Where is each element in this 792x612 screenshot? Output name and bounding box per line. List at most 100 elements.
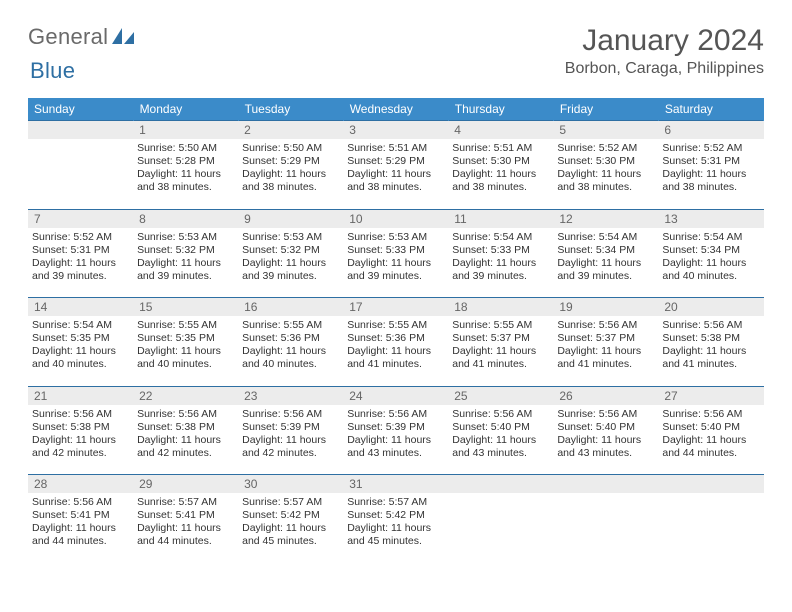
day-body-cell: Sunrise: 5:55 AMSunset: 5:35 PMDaylight:… [133,316,238,386]
day-number: 3 [343,121,448,139]
day-number-cell: 14 [28,298,133,317]
day-number-cell: 3 [343,121,448,140]
day-number: 1 [133,121,238,139]
day-body: Sunrise: 5:56 AMSunset: 5:40 PMDaylight:… [553,405,658,465]
day-number: 6 [658,121,763,139]
week-body-row: Sunrise: 5:52 AMSunset: 5:31 PMDaylight:… [28,228,764,298]
day-body: Sunrise: 5:56 AMSunset: 5:40 PMDaylight:… [448,405,553,465]
day-number-cell: 17 [343,298,448,317]
day-body-cell: Sunrise: 5:54 AMSunset: 5:34 PMDaylight:… [658,228,763,298]
day-body-cell: Sunrise: 5:53 AMSunset: 5:32 PMDaylight:… [133,228,238,298]
month-title: January 2024 [565,24,764,58]
day-number-cell: 28 [28,475,133,494]
day-body-cell: Sunrise: 5:52 AMSunset: 5:31 PMDaylight:… [28,228,133,298]
weekday-header: Saturday [658,98,763,121]
week-daynum-row: 14151617181920 [28,298,764,317]
day-body-cell: Sunrise: 5:56 AMSunset: 5:38 PMDaylight:… [28,405,133,475]
day-number: 11 [448,210,553,228]
day-body-cell: Sunrise: 5:56 AMSunset: 5:40 PMDaylight:… [658,405,763,475]
day-number-cell: 5 [553,121,658,140]
day-number: 2 [238,121,343,139]
day-number-cell: 11 [448,209,553,228]
week-daynum-row: 21222324252627 [28,386,764,405]
location: Borbon, Caraga, Philippines [565,60,764,78]
day-number: 21 [28,387,133,405]
day-number-cell: 12 [553,209,658,228]
day-number-cell: 15 [133,298,238,317]
day-number-cell: 23 [238,386,343,405]
day-body: Sunrise: 5:51 AMSunset: 5:29 PMDaylight:… [343,139,448,199]
day-body: Sunrise: 5:57 AMSunset: 5:42 PMDaylight:… [343,493,448,553]
day-body-cell: Sunrise: 5:51 AMSunset: 5:30 PMDaylight:… [448,139,553,209]
day-number-cell: 30 [238,475,343,494]
day-body-cell: Sunrise: 5:57 AMSunset: 5:42 PMDaylight:… [238,493,343,563]
day-number-cell: 24 [343,386,448,405]
day-number: 10 [343,210,448,228]
day-number-cell [553,475,658,494]
logo-text-blue: Blue [30,58,75,83]
day-number: 19 [553,298,658,316]
day-body: Sunrise: 5:56 AMSunset: 5:38 PMDaylight:… [133,405,238,465]
day-body: Sunrise: 5:57 AMSunset: 5:42 PMDaylight:… [238,493,343,553]
day-number: 28 [28,475,133,493]
day-number-cell: 2 [238,121,343,140]
day-number-cell: 4 [448,121,553,140]
day-number-cell: 31 [343,475,448,494]
day-body-cell [658,493,763,563]
day-number: 16 [238,298,343,316]
day-body-cell: Sunrise: 5:55 AMSunset: 5:36 PMDaylight:… [343,316,448,386]
calendar-table: SundayMondayTuesdayWednesdayThursdayFrid… [28,98,764,563]
weekday-header: Tuesday [238,98,343,121]
day-number-cell: 6 [658,121,763,140]
day-number-cell: 7 [28,209,133,228]
day-body-cell [553,493,658,563]
day-body: Sunrise: 5:52 AMSunset: 5:31 PMDaylight:… [658,139,763,199]
day-number: 27 [658,387,763,405]
weekday-header: Sunday [28,98,133,121]
day-number-cell: 27 [658,386,763,405]
day-number: 7 [28,210,133,228]
day-body-cell [28,139,133,209]
day-number-cell: 9 [238,209,343,228]
day-number-cell: 18 [448,298,553,317]
weekday-header: Wednesday [343,98,448,121]
day-body: Sunrise: 5:55 AMSunset: 5:36 PMDaylight:… [238,316,343,376]
day-number-cell: 21 [28,386,133,405]
day-number-cell: 26 [553,386,658,405]
day-number: 17 [343,298,448,316]
day-number-cell [658,475,763,494]
day-number: 30 [238,475,343,493]
day-body-cell: Sunrise: 5:52 AMSunset: 5:30 PMDaylight:… [553,139,658,209]
day-number: 24 [343,387,448,405]
day-number: 26 [553,387,658,405]
week-daynum-row: 123456 [28,121,764,140]
day-number: 12 [553,210,658,228]
day-number-cell: 20 [658,298,763,317]
day-number-cell: 22 [133,386,238,405]
weekday-header: Thursday [448,98,553,121]
weekday-header: Monday [133,98,238,121]
day-number: 14 [28,298,133,316]
day-body-cell: Sunrise: 5:56 AMSunset: 5:38 PMDaylight:… [133,405,238,475]
day-body: Sunrise: 5:55 AMSunset: 5:37 PMDaylight:… [448,316,553,376]
sail-icon [110,26,136,48]
day-body-cell: Sunrise: 5:56 AMSunset: 5:40 PMDaylight:… [448,405,553,475]
logo: General [28,24,138,50]
day-number-cell: 10 [343,209,448,228]
day-number-cell [448,475,553,494]
day-body-cell: Sunrise: 5:55 AMSunset: 5:37 PMDaylight:… [448,316,553,386]
day-number-cell: 8 [133,209,238,228]
day-body-cell: Sunrise: 5:54 AMSunset: 5:35 PMDaylight:… [28,316,133,386]
day-body-cell: Sunrise: 5:56 AMSunset: 5:38 PMDaylight:… [658,316,763,386]
week-body-row: Sunrise: 5:56 AMSunset: 5:41 PMDaylight:… [28,493,764,563]
day-body: Sunrise: 5:50 AMSunset: 5:28 PMDaylight:… [133,139,238,199]
day-body: Sunrise: 5:55 AMSunset: 5:36 PMDaylight:… [343,316,448,376]
week-body-row: Sunrise: 5:56 AMSunset: 5:38 PMDaylight:… [28,405,764,475]
day-number: 22 [133,387,238,405]
day-number: 5 [553,121,658,139]
day-number-cell: 25 [448,386,553,405]
day-body-cell: Sunrise: 5:56 AMSunset: 5:39 PMDaylight:… [238,405,343,475]
day-body-cell: Sunrise: 5:56 AMSunset: 5:40 PMDaylight:… [553,405,658,475]
day-body: Sunrise: 5:52 AMSunset: 5:30 PMDaylight:… [553,139,658,199]
day-body: Sunrise: 5:56 AMSunset: 5:39 PMDaylight:… [238,405,343,465]
